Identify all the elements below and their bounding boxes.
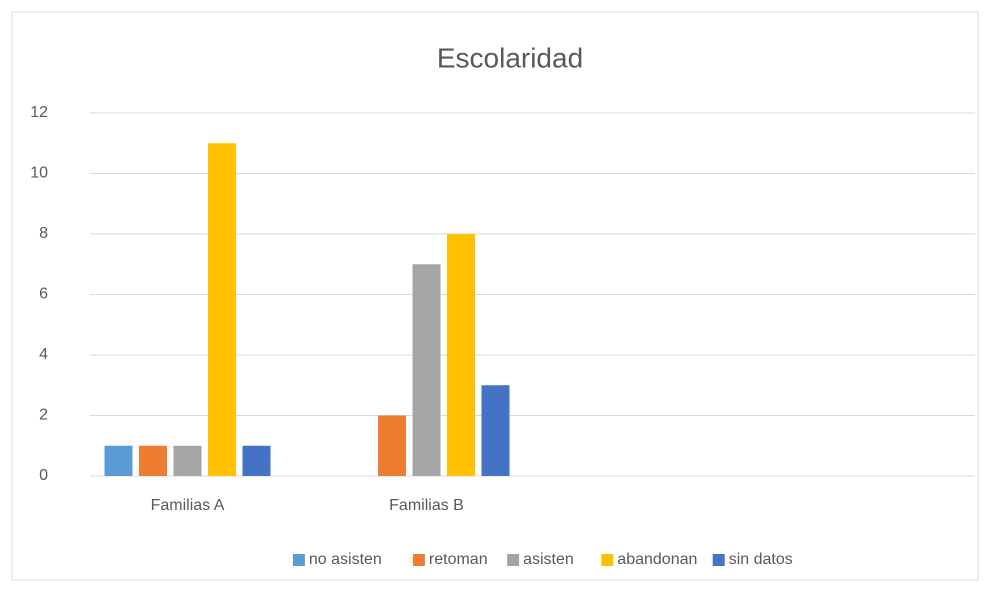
bar — [242, 445, 271, 476]
bar — [378, 415, 406, 476]
legend-label: no asisten — [309, 551, 382, 568]
legend-swatch — [292, 554, 305, 566]
x-tick-label: Familias B — [389, 497, 464, 514]
legend-label: abandonan — [617, 551, 697, 568]
y-tick-label: 2 — [39, 407, 48, 424]
bar — [481, 385, 510, 476]
legend-swatch — [712, 554, 725, 566]
chart-title: Escolaridad — [437, 42, 583, 73]
legend-label: sin datos — [729, 551, 793, 568]
y-tick-label: 4 — [39, 346, 48, 363]
legend-swatch — [507, 554, 520, 566]
legend-label: retoman — [429, 551, 488, 568]
y-tick-label: 10 — [30, 165, 48, 182]
bar — [104, 445, 133, 476]
legend-swatch — [601, 554, 614, 566]
bar — [208, 143, 236, 476]
y-tick-label: 6 — [39, 286, 48, 303]
legend-swatch — [412, 554, 425, 566]
y-tick-label: 0 — [39, 467, 48, 484]
chart-border — [11, 11, 979, 581]
bar — [412, 264, 441, 476]
bar — [173, 445, 202, 476]
y-tick-label: 8 — [39, 225, 48, 242]
x-tick-label: Familias A — [151, 497, 225, 514]
bar — [447, 234, 475, 476]
y-tick-label: 12 — [30, 104, 48, 121]
legend-label: asisten — [523, 551, 574, 568]
bar — [139, 445, 167, 476]
